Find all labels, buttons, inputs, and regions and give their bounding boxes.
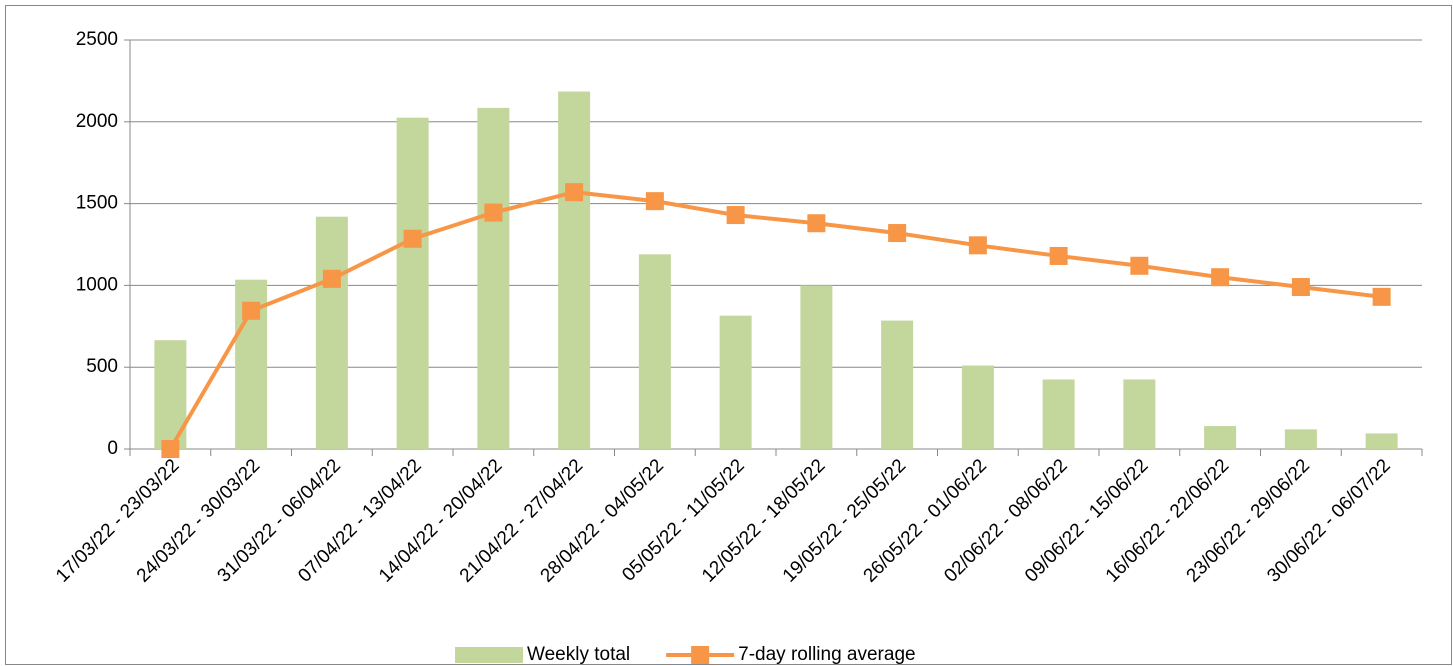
marker xyxy=(726,206,745,225)
marker xyxy=(242,301,261,320)
legend-label: 7-day rolling average xyxy=(738,644,915,665)
marker xyxy=(161,440,180,458)
legend-item: 7-day rolling average xyxy=(666,644,916,665)
y-tick-label: 1000 xyxy=(76,274,118,295)
legend-item: Weekly total xyxy=(455,644,630,665)
bar xyxy=(1042,379,1075,449)
bar xyxy=(881,320,914,449)
bar xyxy=(1123,379,1156,449)
marker xyxy=(1130,256,1149,275)
marker xyxy=(1211,268,1230,287)
bar xyxy=(719,315,752,449)
line xyxy=(168,190,1382,451)
y-tick-label: 0 xyxy=(107,438,118,459)
bar xyxy=(1284,429,1317,449)
legend-label: Weekly total xyxy=(527,644,630,665)
legend-swatch xyxy=(455,647,523,663)
y-tick-label: 2500 xyxy=(76,29,118,50)
marker xyxy=(1372,287,1391,306)
bar xyxy=(477,107,510,450)
marker xyxy=(1049,246,1068,265)
bar xyxy=(961,365,994,449)
bar xyxy=(315,216,348,449)
marker xyxy=(403,229,422,248)
legend-marker xyxy=(691,646,710,664)
bar xyxy=(638,254,671,449)
marker xyxy=(968,236,987,255)
marker xyxy=(1291,278,1310,297)
marker xyxy=(807,214,826,233)
bar xyxy=(1365,433,1398,449)
bar xyxy=(1204,426,1237,449)
bar xyxy=(800,285,833,449)
bar xyxy=(396,117,429,450)
marker xyxy=(565,183,584,202)
marker xyxy=(888,224,907,243)
bar xyxy=(558,91,591,449)
y-tick-label: 1500 xyxy=(76,193,118,214)
marker xyxy=(484,203,503,222)
marker xyxy=(645,192,664,211)
marker xyxy=(322,269,341,288)
y-tick-label: 2000 xyxy=(76,111,118,132)
y-tick-label: 500 xyxy=(86,356,118,377)
